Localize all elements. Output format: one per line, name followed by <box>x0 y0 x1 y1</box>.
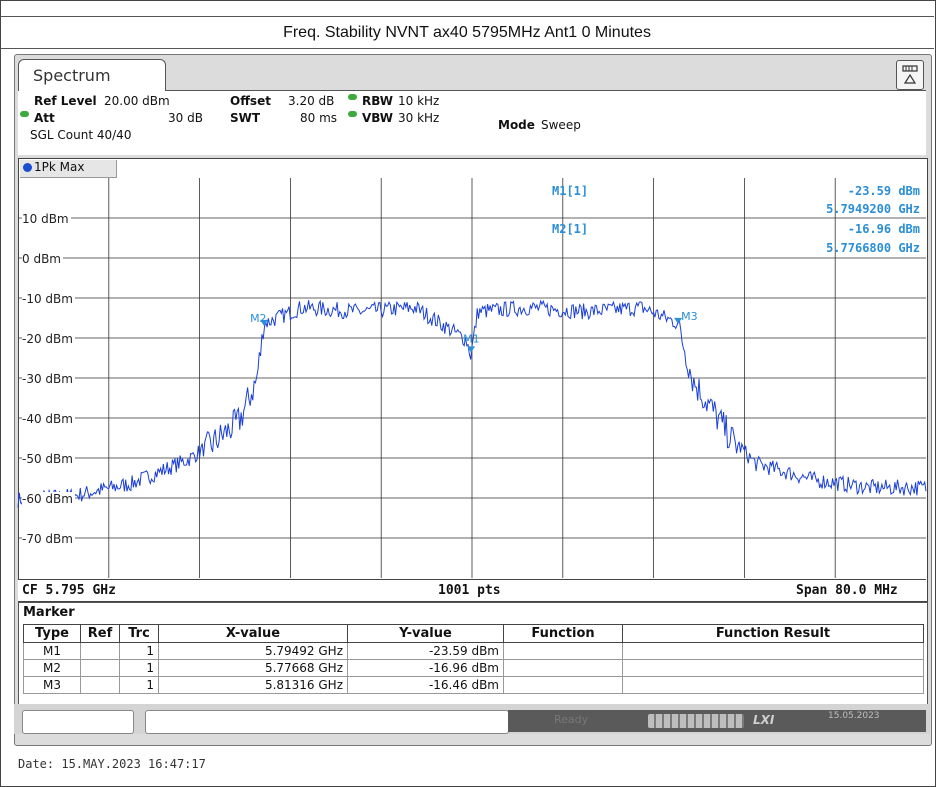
y-tick-label: -60 dBm <box>22 492 75 506</box>
lxi-logo-icon: LXI <box>753 713 775 727</box>
spectrum-plot-area <box>18 158 928 602</box>
m2-readout-name: M2[1] <box>552 222 589 236</box>
report-title: Freq. Stability NVNT ax40 5795MHz Ant1 0… <box>0 16 934 49</box>
status-field-left[interactable] <box>22 710 134 734</box>
mode-label: Mode <box>498 118 535 132</box>
row-type: M1 <box>23 642 81 660</box>
row-ref <box>80 642 120 660</box>
m1-readout-name: M1[1] <box>552 184 589 198</box>
m1-readout-freq: 5.7949200 GHz <box>826 202 920 216</box>
row-function <box>503 642 623 660</box>
table-row[interactable]: M2 1 5.77668 GHz -16.96 dBm <box>23 659 924 677</box>
sweep-points: 1001 pts <box>438 583 501 598</box>
row-x: 5.81316 GHz <box>158 676 348 694</box>
row-result <box>622 676 924 694</box>
display-config-icon[interactable] <box>896 60 924 90</box>
row-trc: 1 <box>119 659 159 677</box>
trace-label: 1Pk Max <box>20 160 117 178</box>
y-tick-label: -30 dBm <box>22 372 75 386</box>
plot-grid <box>18 178 926 578</box>
m2-readout-freq: 5.7766800 GHz <box>826 241 920 255</box>
row-function <box>503 659 623 677</box>
tab-spectrum[interactable]: Spectrum <box>18 59 166 91</box>
marker-m1-glyph <box>467 346 476 353</box>
m2-readout-level: -16.96 dBm <box>847 222 920 236</box>
trace-label-text: 1Pk Max <box>34 160 85 174</box>
col-y-value: Y-value <box>347 624 504 643</box>
y-tick-label: -10 dBm <box>22 292 75 306</box>
y-tick-label: -70 dBm <box>22 532 75 546</box>
row-trc: 1 <box>119 676 159 694</box>
row-result <box>622 642 924 660</box>
swt-label: SWT <box>230 111 261 125</box>
sgl-count: SGL Count 40/40 <box>30 128 132 142</box>
col-function-result: Function Result <box>622 624 924 643</box>
mode-value: Sweep <box>541 118 581 132</box>
span: Span 80.0 MHz <box>796 583 898 598</box>
marker-m2-glyph <box>260 319 269 326</box>
offset-label: Offset <box>230 94 271 108</box>
ref-level-value: 20.00 dBm <box>104 94 170 108</box>
center-frequency: CF 5.795 GHz <box>22 583 116 598</box>
settings-panel: Ref Level 20.00 dBm Offset 3.20 dB RBW 1… <box>18 91 926 155</box>
marker-m3-glyph <box>674 317 683 324</box>
vbw-value: 30 kHz <box>398 111 440 125</box>
marker-m1-tag: M1 <box>463 332 480 345</box>
trace-1-line <box>17 299 927 508</box>
table-row[interactable]: M3 1 5.81316 GHz -16.46 dBm <box>23 676 924 694</box>
row-type: M2 <box>23 659 81 677</box>
y-tick-label: 10 dBm <box>22 212 71 226</box>
row-y: -16.46 dBm <box>347 676 504 694</box>
row-ref <box>80 676 120 694</box>
row-y: -23.59 dBm <box>347 642 504 660</box>
col-ref: Ref <box>80 624 120 643</box>
y-tick-label: -20 dBm <box>22 332 75 346</box>
marker-glyphs: M1 M2 M3 <box>250 310 698 353</box>
vbw-label: VBW <box>362 111 394 125</box>
marker-table: Type Ref Trc X-value Y-value Function Fu… <box>23 624 924 694</box>
rbw-label: RBW <box>362 94 393 108</box>
row-type: M3 <box>23 676 81 694</box>
rbw-value: 10 kHz <box>398 94 440 108</box>
row-x: 5.79492 GHz <box>158 642 348 660</box>
col-function: Function <box>503 624 623 643</box>
row-trc: 1 <box>119 642 159 660</box>
status-date: 15.05.2023 <box>828 711 880 721</box>
y-tick-label: -50 dBm <box>22 452 75 466</box>
row-x: 5.77668 GHz <box>158 659 348 677</box>
row-y: -16.96 dBm <box>347 659 504 677</box>
tab-divider <box>166 90 926 91</box>
row-ref <box>80 659 120 677</box>
marker-m2-tag: M2 <box>250 312 267 325</box>
y-tick-label: 0 dBm <box>22 252 63 266</box>
col-x-value: X-value <box>158 624 348 643</box>
col-type: Type <box>23 624 81 643</box>
col-trc: Trc <box>119 624 159 643</box>
trace-color-icon <box>23 163 32 172</box>
marker-m3-tag: M3 <box>681 310 698 323</box>
marker-table-title: Marker <box>23 605 75 620</box>
table-row[interactable]: M1 1 5.79492 GHz -23.59 dBm <box>23 642 924 660</box>
swt-value: 80 ms <box>300 111 338 125</box>
plot-footer: CF 5.795 GHz 1001 pts Span 80.0 MHz <box>18 579 926 601</box>
ref-level-label: Ref Level <box>34 94 97 108</box>
status-indicator-panel: Ready LXI 15.05.2023 <box>508 710 926 732</box>
row-result <box>622 659 924 677</box>
ready-status: Ready <box>554 713 589 726</box>
progress-bars-icon <box>648 714 744 728</box>
att-label: Att <box>34 111 55 125</box>
offset-value: 3.20 dB <box>288 94 335 108</box>
m1-readout-level: -23.59 dBm <box>847 184 920 198</box>
att-value: 30 dB <box>168 111 203 125</box>
status-field-message[interactable] <box>145 710 509 734</box>
marker-table-panel: Marker Type Ref Trc X-value Y-value Func… <box>18 602 928 706</box>
y-tick-label: -40 dBm <box>22 412 75 426</box>
row-function <box>503 676 623 694</box>
capture-date: Date: 15.MAY.2023 16:47:17 <box>18 757 206 771</box>
